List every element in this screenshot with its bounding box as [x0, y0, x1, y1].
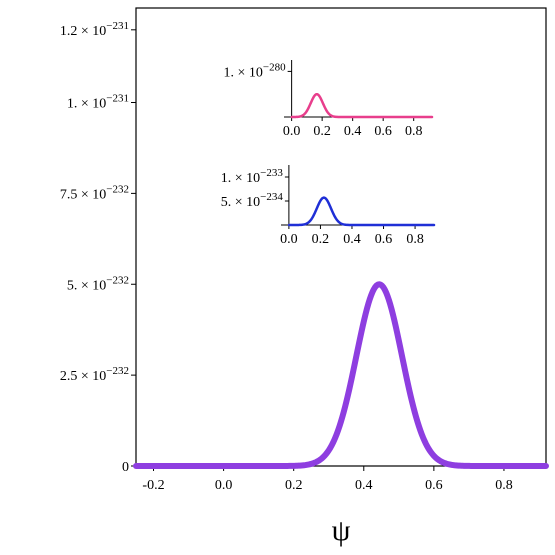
x-tick-label: 0.4 — [344, 124, 362, 139]
plot-inset-bottom: 0.0 0.2 0.4 0.6 0.8 5. × 10−234 1. × 10−233 — [221, 165, 436, 247]
x-tick-label: 0.0 — [283, 124, 301, 139]
x-tick-label: 0.0 — [280, 232, 298, 247]
y-tick-label: 5. × 10−234 — [221, 191, 284, 210]
x-tick-label: 0.8 — [406, 232, 424, 247]
plot-frame — [135, 7, 547, 467]
x-tick-label: 0.2 — [285, 478, 303, 493]
y-tick-label: 2.5 × 10−232 — [60, 365, 129, 384]
series-line-0 — [287, 196, 436, 227]
x-tick-label: 0.4 — [343, 232, 361, 247]
series-line-0 — [133, 281, 549, 469]
x-tick-label: 0.2 — [313, 124, 331, 139]
x-tick-label: 0.0 — [215, 478, 233, 493]
x-tick-label: 0.8 — [495, 478, 513, 493]
x-tick-label: -0.2 — [142, 478, 164, 493]
x-tick-label: 0.6 — [375, 232, 393, 247]
y-tick-label: 1. × 10−233 — [221, 167, 284, 186]
series-line-0 — [290, 92, 434, 119]
y-tick-label: 1. × 10−231 — [67, 93, 129, 112]
x-tick-label: 0.6 — [374, 124, 392, 139]
plot-inset-top: 0.0 0.2 0.4 0.6 0.8 1. × 10−280 — [224, 60, 434, 139]
x-tick-label: 0.4 — [355, 478, 373, 493]
y-tick-label: 0 — [122, 460, 129, 475]
x-axis-label: ψ — [332, 514, 351, 547]
y-tick-label: 7.5 × 10−232 — [60, 183, 129, 202]
x-tick-label: 0.8 — [405, 124, 423, 139]
y-tick-label: 5. × 10−232 — [67, 274, 129, 293]
y-tick-label: 1. × 10−280 — [224, 61, 287, 80]
x-tick-label: 0.6 — [425, 478, 443, 493]
x-tick-label: 0.2 — [312, 232, 330, 247]
y-tick-label: 1.2 × 10−231 — [60, 20, 129, 39]
plot-main: -0.2 0.0 0.2 0.4 0.6 0.8 0 2.5 × 10−232 5. × 10−… — [60, 7, 549, 547]
